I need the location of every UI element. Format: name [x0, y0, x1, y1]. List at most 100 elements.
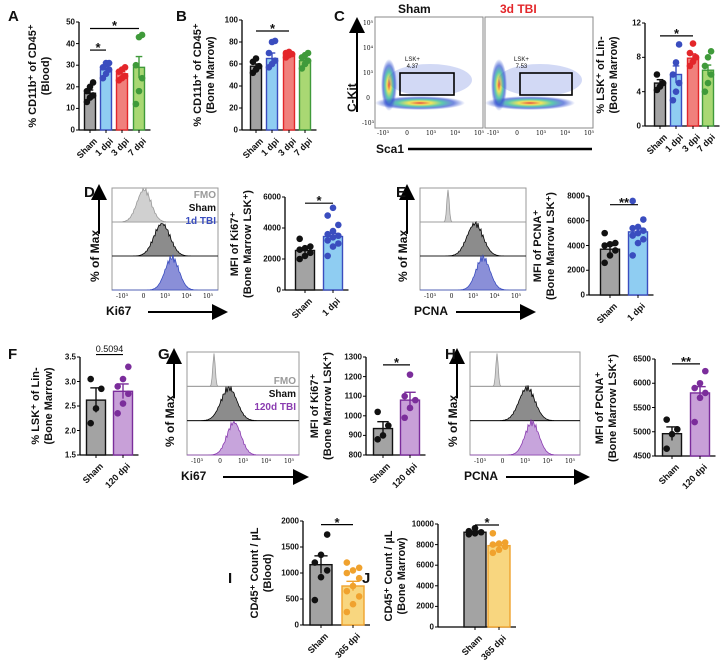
flow-xtick-label: 0	[515, 130, 519, 137]
histogram-d-xtick-label: 10³	[159, 293, 171, 300]
ylabel-line: (Bone Marrow)	[43, 367, 55, 445]
chart-e-ylabel: MFI of PCNA⁺ (Bone Marrow LSK⁺)	[532, 192, 558, 300]
chart-g-ytick-label: 1300	[344, 352, 362, 362]
histogram-e-xtick-label: 0	[449, 293, 454, 300]
flow-gate-lsk	[519, 72, 573, 96]
flow-title-tbi: 3d TBI	[500, 2, 537, 16]
panel-label-j: J	[362, 570, 371, 587]
histogram-e-sham	[420, 220, 526, 257]
histogram-e-xtick-label: 10⁵	[510, 293, 522, 300]
chart-c-ytick-label: 0	[636, 121, 641, 131]
chart-i-point	[311, 559, 319, 566]
chart-e-point	[629, 197, 636, 205]
chart-e-point	[601, 229, 608, 237]
chart-b-point	[255, 62, 263, 70]
chart-d-point	[307, 249, 314, 257]
chart-e-point	[634, 239, 642, 247]
histogram-g-xtick-label: 10⁴	[260, 458, 272, 465]
chart-j-point	[501, 539, 509, 546]
chart-d-ytick-label: 2000	[263, 254, 281, 264]
chart-e-point	[612, 239, 619, 247]
chart-h-point	[663, 416, 670, 423]
chart-b-ytick-label: 40	[229, 81, 238, 91]
chart-d-point	[329, 243, 337, 250]
chart-a-significance-label: *	[111, 18, 118, 34]
flow-xlabel: Sca1	[376, 142, 405, 156]
histogram-g-tbi	[187, 420, 299, 456]
histogram-h-xtick-label: 10⁵	[564, 458, 576, 465]
hist-d-legend: FMO Sham 1d TBI	[150, 189, 216, 228]
histogram-h-sham	[470, 384, 580, 422]
chart-b-ytick-label: 100	[224, 15, 238, 25]
histogram-e-xtick-label: 10³	[467, 293, 479, 300]
chart-j-ylabel: CD45⁺ Count / µL (Bone Marrow)	[383, 530, 409, 621]
chart-i-ytick-label: 0	[294, 620, 299, 630]
chart-e-point	[629, 224, 636, 232]
chart-d-point	[324, 230, 331, 238]
flow-xtick-label: 10⁵	[473, 130, 485, 137]
histogram-g-sham	[187, 386, 299, 422]
chart-b-ytick-label: 80	[229, 37, 238, 47]
ylabel-line: % CD11b⁺ of CD45⁺	[27, 24, 39, 128]
ylabel-line: (Bone Marrow LSK⁺)	[607, 353, 619, 462]
histogram-e-fmo	[420, 189, 526, 223]
chart-j-point	[477, 528, 485, 536]
chart-f-point	[119, 400, 127, 407]
chart-j-point	[489, 549, 497, 557]
histogram-d-xtick-label: -10³	[115, 293, 129, 300]
histogram-d-xlabel: Ki67	[106, 304, 132, 318]
chart-d-point	[324, 252, 331, 260]
chart-g-point	[374, 436, 381, 443]
chart-c-point	[686, 49, 694, 57]
chart-d-significance-label: *	[316, 193, 322, 209]
chart-f-significance-label: 0.5094	[95, 343, 124, 354]
chart-c-point	[701, 88, 709, 95]
chart-b-ytick-label: 20	[229, 103, 238, 113]
flow-ytick-label: 10³	[362, 70, 374, 77]
histogram-h-xtick-label: -10³	[473, 458, 487, 465]
chart-b-bar-2	[282, 53, 296, 131]
ylabel-line: % LSK⁺ of Lin-	[595, 35, 607, 114]
chart-h-point	[691, 384, 698, 392]
chart-c-ytick-label: 4	[636, 87, 641, 97]
chart-i-ylabel: CD45⁺ Count / µL (Blood)	[249, 528, 275, 619]
chart-a-point	[132, 61, 140, 69]
chart-a-significance-label: *	[95, 40, 101, 56]
chart-a-ytick-label: 40	[66, 39, 75, 49]
chart-e-ytick-label: 0	[580, 290, 585, 300]
chart-j-point	[489, 541, 497, 548]
histogram-e-ylabel: % of Max	[396, 229, 410, 282]
chart-i-point	[323, 531, 331, 538]
panel-label-i: I	[228, 570, 233, 587]
chart-e-point	[606, 252, 614, 259]
chart-h-point	[663, 445, 670, 453]
chart-b-ytick-label: 60	[229, 59, 238, 69]
chart-c-point	[704, 54, 712, 61]
chart-f-ytick-label: 2.0	[64, 426, 76, 435]
chart-e-point	[629, 232, 636, 239]
panel-label-a: A	[8, 8, 19, 25]
histogram-g-fmo	[187, 353, 299, 387]
chart-e-point	[629, 252, 636, 259]
chart-d-point	[329, 234, 337, 241]
flow-xtick-label: -10³	[376, 130, 390, 137]
chart-i-point	[323, 567, 331, 574]
ylabel-line: (Bone Marrow)	[205, 36, 217, 114]
panel-label-f: F	[8, 346, 18, 363]
chart-b-ylabel: % CD11b⁺ of CD45⁺ (Bone Marrow)	[192, 23, 218, 126]
chart-i-ytick-label: 500	[285, 594, 299, 604]
flow-ytick-label: 0	[366, 95, 370, 102]
flow-xtick-label: -10³	[486, 130, 500, 137]
chart-j-point	[465, 527, 473, 535]
histogram-h-xtick-label: 0	[500, 458, 505, 465]
chart-c-point	[672, 59, 680, 66]
gate-value: 4.37	[406, 64, 419, 70]
chart-i-ytick-label: 1000	[281, 568, 299, 578]
chart-h-significance-label: **	[680, 353, 692, 369]
chart-c-point	[707, 48, 715, 55]
chart-b-significance-label: *	[269, 21, 276, 36]
chart-j-ytick-label: 6000	[416, 560, 434, 570]
chart-h-point	[668, 430, 676, 438]
chart-c-point	[669, 96, 677, 104]
flow-xtick-label: 10³	[535, 130, 547, 137]
